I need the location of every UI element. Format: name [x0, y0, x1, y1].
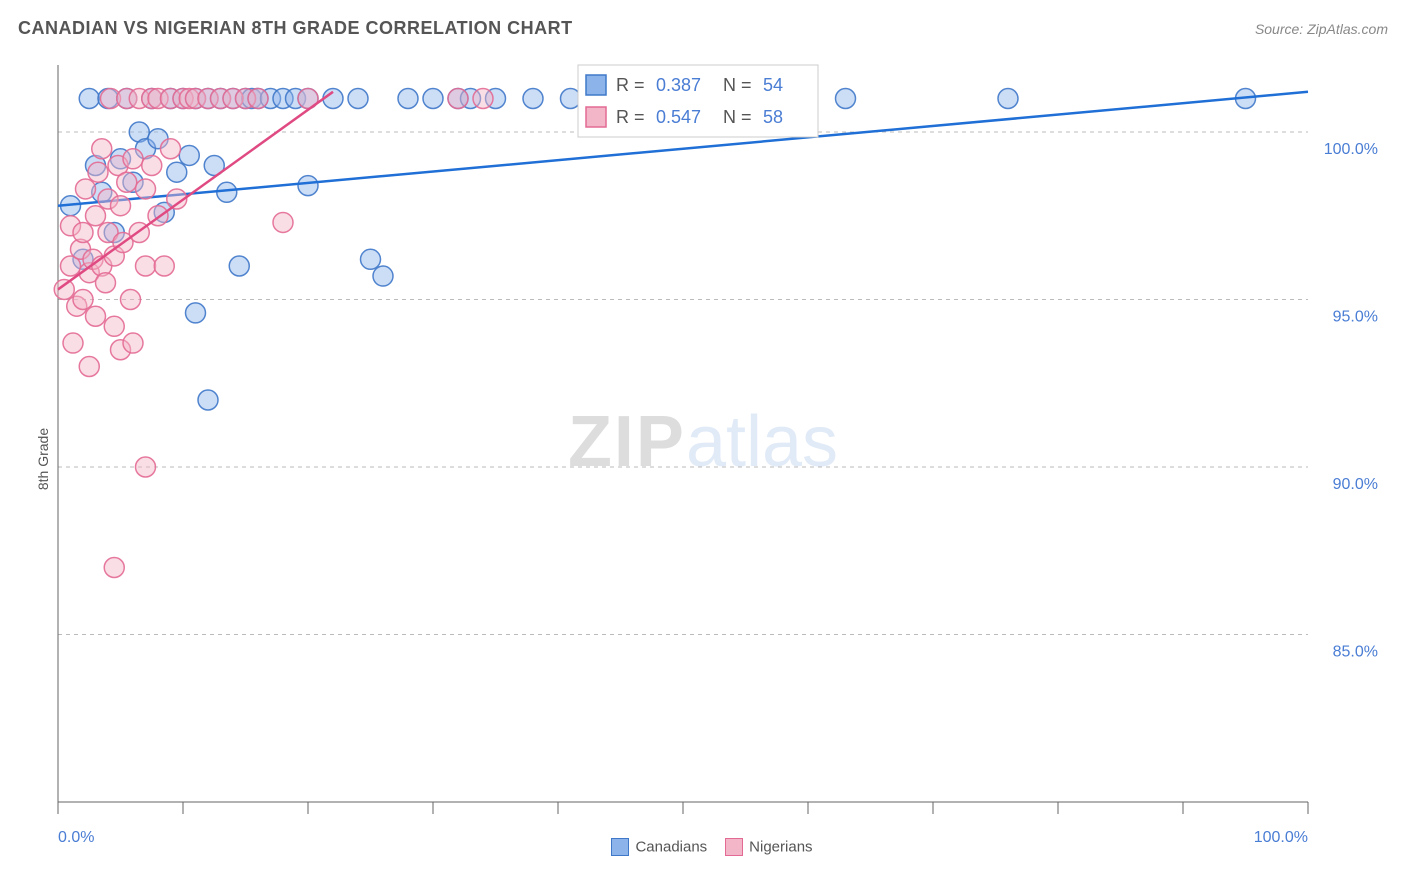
data-point — [123, 333, 143, 353]
data-point — [92, 139, 112, 159]
footer-legend-swatch — [611, 838, 629, 856]
data-point — [348, 89, 368, 109]
data-point — [111, 196, 131, 216]
y-tick-label: 90.0% — [1333, 476, 1378, 493]
data-point — [142, 156, 162, 176]
data-point — [96, 273, 116, 293]
footer-legend: Canadians Nigerians — [18, 838, 1388, 856]
data-point — [323, 89, 343, 109]
data-point — [104, 558, 124, 578]
data-point — [79, 89, 99, 109]
data-point — [79, 357, 99, 377]
data-point — [117, 172, 137, 192]
legend-r-value: 0.387 — [656, 75, 701, 95]
data-point — [167, 162, 187, 182]
data-point — [136, 179, 156, 199]
footer-legend-label: Nigerians — [749, 838, 812, 855]
y-tick-label: 100.0% — [1324, 141, 1378, 158]
legend-r-label: R = — [616, 107, 645, 127]
data-point — [198, 390, 218, 410]
footer-legend-swatch — [725, 838, 743, 856]
legend-n-label: N = — [723, 107, 752, 127]
legend-n-value: 54 — [763, 75, 783, 95]
data-point — [298, 176, 318, 196]
data-point — [136, 457, 156, 477]
scatter-chart: 85.0%90.0%95.0%100.0%0.0%100.0%R =0.387N… — [18, 55, 1388, 862]
legend-swatch — [586, 75, 606, 95]
data-point — [448, 89, 468, 109]
data-point — [73, 223, 93, 243]
y-axis-label: 8th Grade — [35, 427, 51, 489]
data-point — [123, 149, 143, 169]
y-tick-label: 85.0% — [1333, 644, 1378, 661]
data-point — [104, 316, 124, 336]
data-point — [398, 89, 418, 109]
legend-r-value: 0.547 — [656, 107, 701, 127]
data-point — [273, 212, 293, 232]
data-point — [54, 279, 74, 299]
footer-legend-label: Canadians — [635, 838, 707, 855]
data-point — [229, 256, 249, 276]
data-point — [523, 89, 543, 109]
legend-n-value: 58 — [763, 107, 783, 127]
data-point — [186, 303, 206, 323]
y-tick-label: 95.0% — [1333, 309, 1378, 326]
legend-n-label: N = — [723, 75, 752, 95]
data-point — [998, 89, 1018, 109]
data-point — [361, 249, 381, 269]
data-point — [73, 290, 93, 310]
data-point — [373, 266, 393, 286]
data-point — [136, 256, 156, 276]
data-point — [217, 182, 237, 202]
legend-swatch — [586, 107, 606, 127]
source-label: Source: ZipAtlas.com — [1255, 21, 1388, 37]
data-point — [161, 139, 181, 159]
chart-title: CANADIAN VS NIGERIAN 8TH GRADE CORRELATI… — [18, 18, 573, 39]
data-point — [248, 89, 268, 109]
data-point — [86, 206, 106, 226]
legend-r-label: R = — [616, 75, 645, 95]
data-point — [836, 89, 856, 109]
data-point — [76, 179, 96, 199]
data-point — [473, 89, 493, 109]
data-point — [423, 89, 443, 109]
data-point — [86, 306, 106, 326]
data-point — [179, 145, 199, 165]
data-point — [88, 162, 108, 182]
data-point — [63, 333, 83, 353]
data-point — [121, 290, 141, 310]
data-point — [154, 256, 174, 276]
plot-area: 8th Grade 85.0%90.0%95.0%100.0%0.0%100.0… — [18, 55, 1388, 862]
